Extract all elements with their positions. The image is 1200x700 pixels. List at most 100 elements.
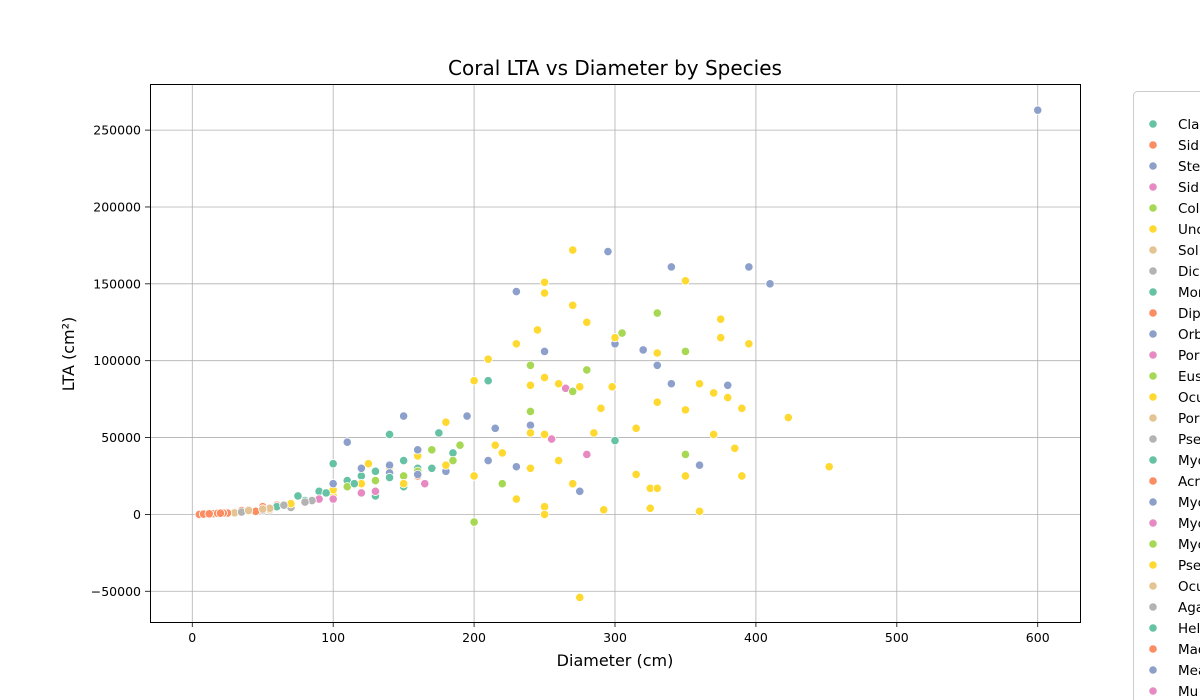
data-point [1033, 105, 1043, 115]
data-point [342, 437, 352, 447]
data-point [258, 504, 268, 514]
legend-marker [1148, 518, 1158, 528]
legend-frame [1133, 91, 1200, 700]
legend-label: Pse [1178, 558, 1200, 574]
data-point [652, 348, 662, 358]
legend-marker [1148, 644, 1158, 654]
legend-label: Por [1178, 348, 1200, 364]
data-point [610, 333, 620, 343]
data-point [596, 403, 606, 413]
legend-marker [1148, 497, 1158, 507]
legend-label: Sid [1178, 180, 1199, 196]
data-point [525, 420, 536, 430]
data-points [194, 105, 1043, 603]
data-point [328, 459, 338, 469]
data-point [511, 494, 521, 504]
data-point [532, 325, 543, 335]
data-point [680, 449, 691, 460]
data-point [680, 405, 691, 415]
x-axis-ticks: 0 100 200 300 400 500 600 [188, 622, 1050, 645]
data-point [539, 429, 550, 440]
legend-label: Por [1178, 411, 1200, 427]
legend-label: Orb [1178, 327, 1200, 343]
legend-marker [1148, 602, 1158, 612]
data-point [709, 429, 719, 440]
data-point [384, 429, 395, 440]
data-point [370, 466, 381, 476]
x-tick-label: 100 [321, 630, 345, 645]
data-point [483, 354, 493, 364]
data-point [539, 288, 550, 298]
data-point [783, 412, 793, 423]
y-tick-label: 100000 [93, 353, 141, 368]
data-point [525, 428, 536, 438]
y-tick-label: 50000 [101, 430, 141, 445]
data-point [709, 388, 719, 398]
y-tick-label: 0 [133, 507, 141, 522]
data-point [652, 397, 662, 407]
data-point [525, 380, 536, 390]
data-point [582, 317, 592, 327]
plot-frame [150, 84, 1081, 623]
data-point [413, 445, 423, 455]
data-point [399, 479, 409, 489]
legend-label: Myc [1178, 537, 1200, 553]
data-point [215, 508, 226, 518]
data-point [568, 245, 578, 255]
data-point [328, 494, 338, 504]
data-point [413, 469, 423, 480]
data-point [599, 505, 609, 515]
data-point [511, 339, 521, 349]
data-point [279, 500, 289, 510]
data-point [546, 434, 557, 444]
legend-marker [1148, 539, 1158, 549]
data-point [455, 440, 465, 450]
data-point [293, 491, 303, 501]
legend-marker [1148, 308, 1158, 318]
legend-marker [1148, 455, 1158, 465]
legend-label: Sid [1178, 138, 1199, 154]
legend-marker [1148, 245, 1158, 255]
data-point [680, 471, 691, 481]
data-point [652, 308, 662, 318]
data-point [694, 379, 705, 389]
data-point [638, 345, 648, 355]
y-tick-label: −50000 [91, 584, 141, 599]
data-point [490, 423, 500, 433]
legend-label: Dip [1178, 306, 1200, 322]
legend-label: Pse [1178, 432, 1200, 448]
legend-label: Mea [1178, 663, 1200, 679]
data-point [511, 286, 521, 297]
legend-marker [1148, 182, 1158, 192]
legend-label: Myc [1178, 453, 1200, 469]
y-axis-label: LTA (cm²) [59, 317, 78, 392]
data-point [483, 455, 493, 466]
data-point [539, 502, 550, 512]
data-point [539, 277, 550, 287]
x-tick-label: 0 [188, 630, 196, 645]
data-point [469, 517, 479, 527]
data-point [680, 276, 691, 286]
data-point [568, 386, 578, 397]
data-point [575, 382, 585, 392]
data-point [737, 403, 747, 413]
data-point [427, 463, 437, 473]
data-point [321, 488, 331, 498]
data-point [568, 300, 578, 310]
data-point [497, 448, 507, 458]
data-point [694, 506, 705, 516]
legend-marker [1148, 161, 1158, 171]
legend-label: Ocu [1178, 390, 1200, 406]
legend-marker [1148, 140, 1158, 150]
legend-label: Myc [1178, 495, 1200, 511]
legend-marker [1148, 371, 1158, 381]
data-point [448, 448, 458, 458]
legend-label: Mad [1178, 642, 1200, 658]
data-point [441, 417, 451, 427]
legend-marker [1148, 266, 1158, 276]
data-point [666, 262, 676, 272]
legend-label: Eus [1178, 369, 1200, 385]
legend-label: Myc [1178, 516, 1200, 532]
data-point [356, 471, 366, 481]
